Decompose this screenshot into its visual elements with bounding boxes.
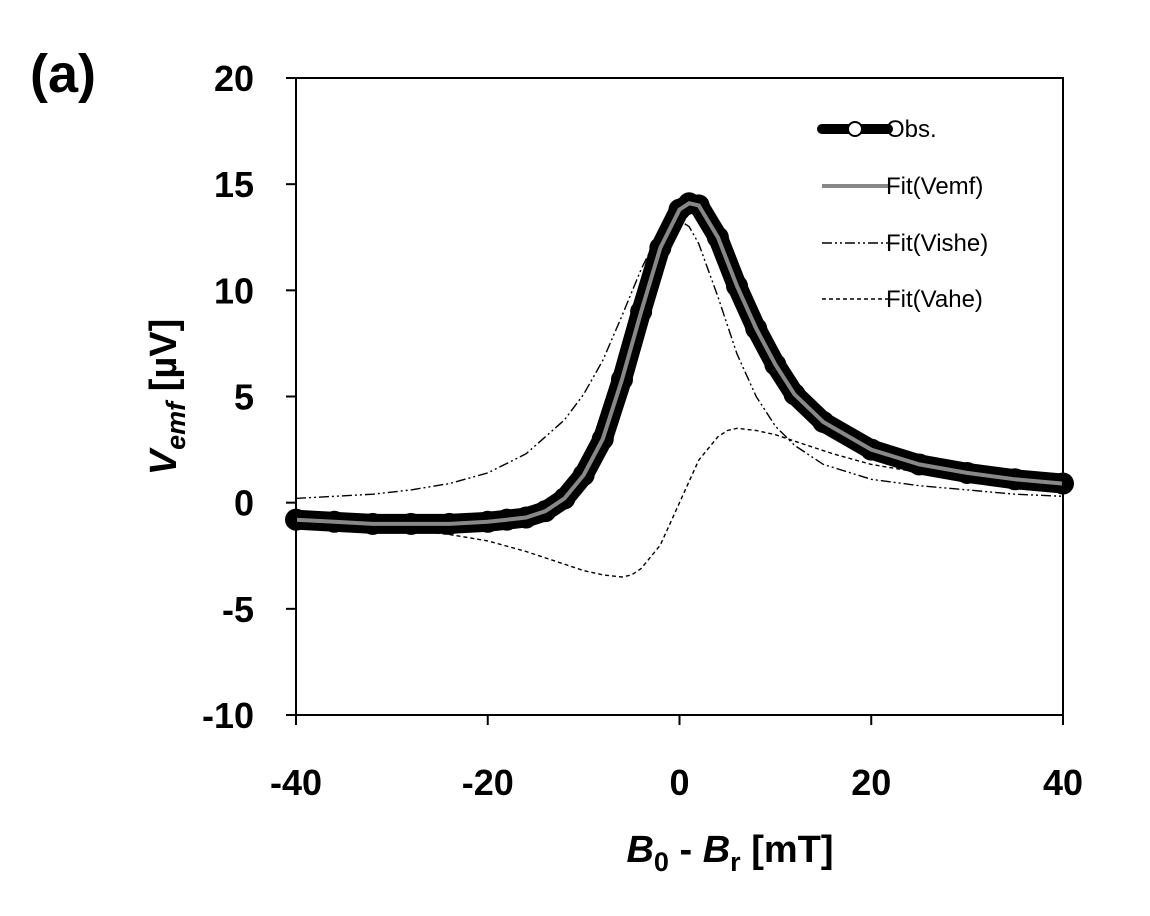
x-axis-title-sub1: 0 <box>654 847 669 877</box>
y-tick-label: -5 <box>222 589 254 630</box>
x-tick-label: 0 <box>669 762 689 803</box>
x-axis-title-main1: B <box>626 829 653 871</box>
x-axis-title: B0 - Br [mT] <box>626 829 833 877</box>
series-line-fit-vemf <box>295 201 1064 526</box>
y-tick-label: -10 <box>202 695 254 736</box>
y-tick-label: 20 <box>214 58 254 99</box>
legend-label: Obs. <box>886 116 937 143</box>
legend-label: Fit(Vahe) <box>886 286 983 313</box>
y-axis-title-unit: [µV] <box>143 319 185 402</box>
y-axis-title-main: V <box>143 447 185 475</box>
x-axis-title-unit: [mT] <box>741 829 834 871</box>
x-tick-label: -20 <box>462 762 514 803</box>
y-tick-label: 15 <box>214 164 254 205</box>
x-tick-label: 40 <box>1043 762 1083 803</box>
axis-ticks: -40 -20 0 20 40 -10 -5 0 5 10 15 20 <box>202 58 1083 803</box>
legend: Obs. Fit(Vemf) Fit(Vishe) Fit(Vahe) <box>817 116 988 313</box>
legend-label: Fit(Vishe) <box>886 230 988 257</box>
series-line-fit-vishe <box>295 219 1064 500</box>
panel-label: (a) <box>30 44 96 104</box>
y-axis-title: Vemf [µV] <box>143 319 191 475</box>
legend-label: Fit(Vemf) <box>886 173 983 200</box>
y-tick-label: 0 <box>234 483 254 524</box>
legend-marker <box>847 121 863 137</box>
series-lines <box>286 193 1073 578</box>
y-tick-label: 10 <box>214 270 254 311</box>
x-axis-title-main2: B <box>703 829 730 871</box>
x-tick-label: -40 <box>270 762 322 803</box>
series-line-fit-vahe <box>295 427 1064 578</box>
x-tick-label: 20 <box>851 762 891 803</box>
x-axis-title-sub2: r <box>730 847 741 877</box>
y-tick-label: 5 <box>234 377 254 418</box>
x-axis-title-sep: - <box>669 829 703 871</box>
y-axis-title-sub: emf <box>161 399 191 450</box>
